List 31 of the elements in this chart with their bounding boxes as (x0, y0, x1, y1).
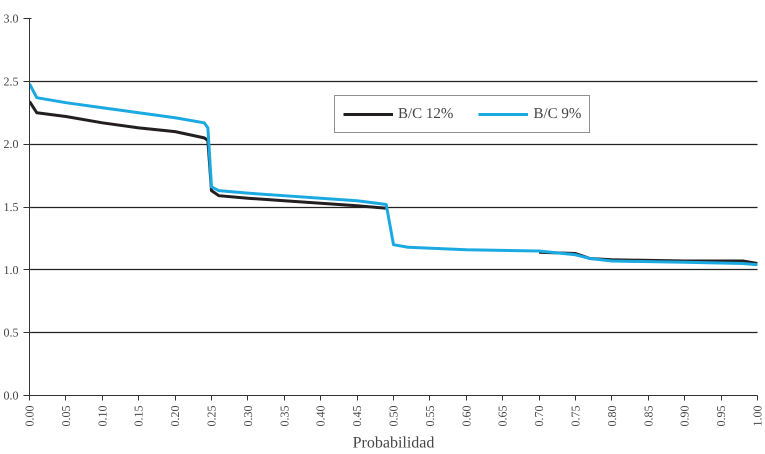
x-tick-label: 0.85 (641, 406, 656, 426)
y-tick-label: 1.5 (4, 200, 18, 214)
x-tick-label: 0.00 (22, 406, 36, 426)
legend-label: B/C 12% (398, 106, 454, 122)
y-tick-label: 3.0 (4, 12, 18, 26)
x-tick-label: 0.25 (204, 406, 218, 426)
x-tick-label: 0.75 (568, 406, 582, 426)
y-tick-label: 2.0 (4, 137, 18, 152)
x-tick-label: 0.95 (714, 406, 728, 426)
y-tick-label: 2.5 (4, 74, 18, 88)
x-tick-label: 0.15 (132, 406, 146, 426)
y-tick-label: 1.0 (4, 262, 18, 277)
x-tick-label: 0.35 (277, 406, 292, 426)
x-tick-label: 0.20 (168, 406, 182, 426)
x-tick-label: 0.45 (350, 406, 364, 426)
x-tick-label: 0.40 (314, 406, 328, 426)
x-tick-label: 0.80 (604, 406, 619, 426)
x-tick-label: 0.90 (678, 406, 692, 426)
x-tick-label: 0.05 (58, 406, 73, 426)
x-tick-label: 0.10 (95, 406, 110, 426)
x-tick-label: 1.00 (750, 406, 764, 426)
y-tick-label: 0.5 (4, 326, 18, 340)
legend-label: B/C 9% (533, 106, 582, 122)
x-tick-label: 0.50 (386, 406, 400, 426)
x-tick-label: 0.30 (240, 406, 255, 426)
x-tick-label: 0.60 (459, 406, 474, 426)
x-axis-title: Probabilidad (352, 434, 434, 452)
x-tick-label: 0.65 (496, 406, 510, 426)
x-tick-label: 0.70 (532, 406, 546, 426)
y-tick-label: 0.0 (4, 388, 18, 402)
x-tick-label: 0.55 (422, 406, 437, 426)
